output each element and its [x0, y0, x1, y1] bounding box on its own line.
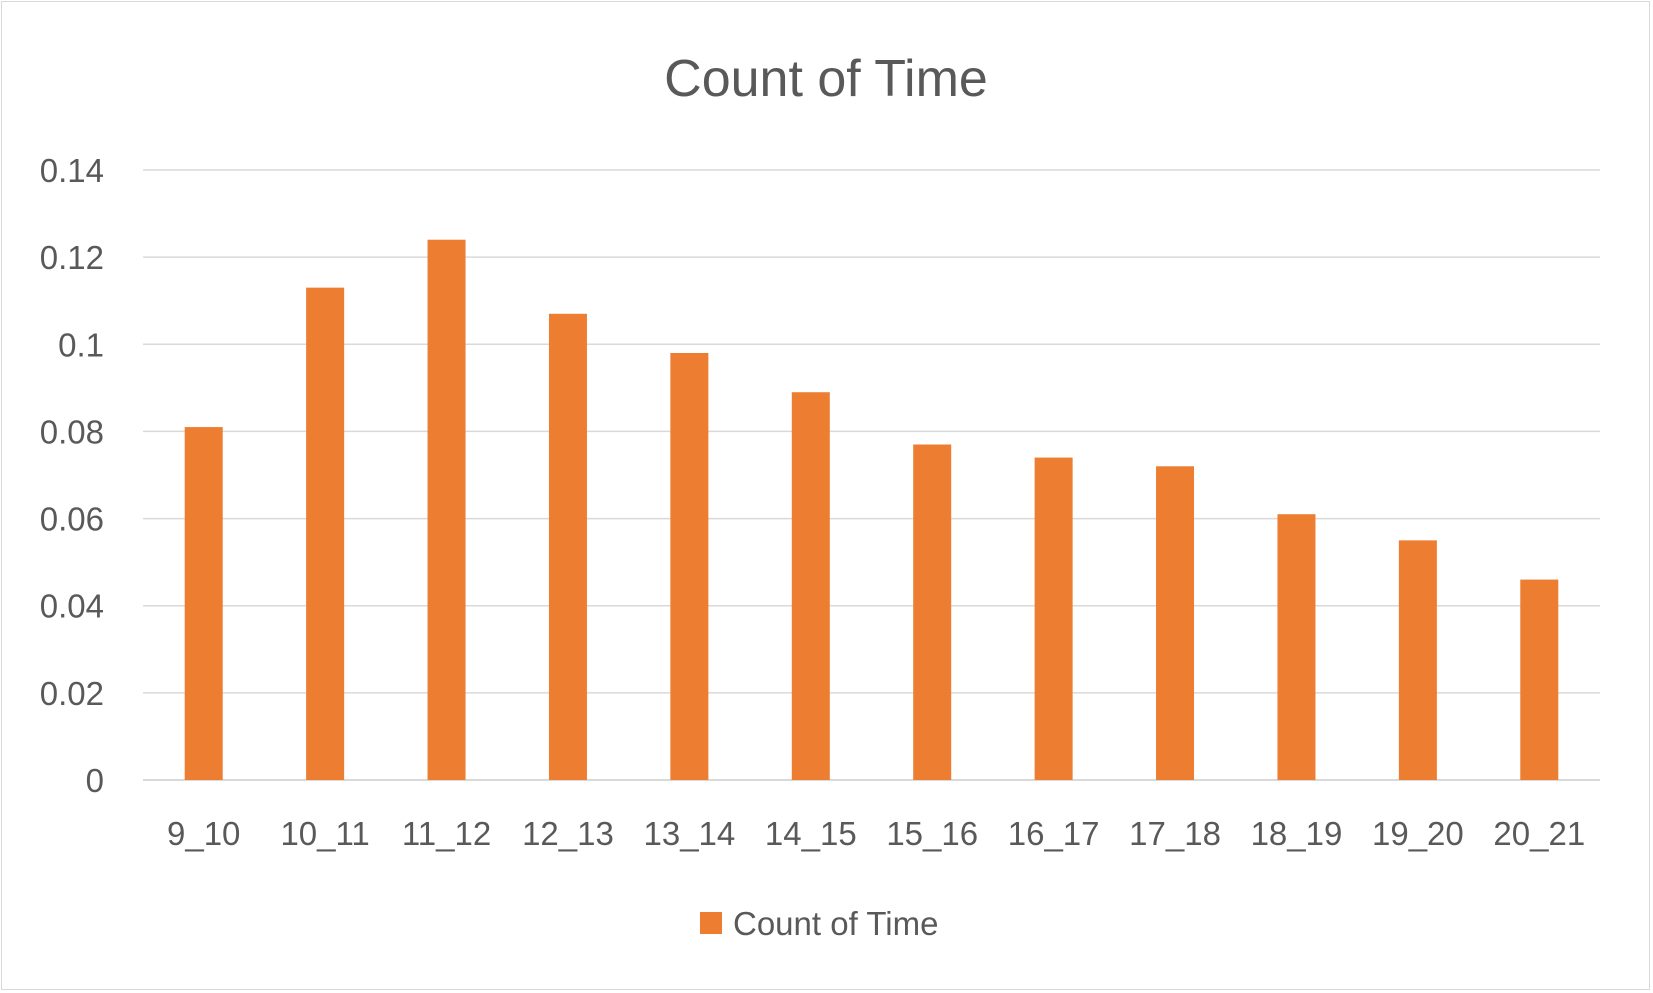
y-tick-label: 0.04: [40, 588, 104, 625]
x-tick-label: 16_17: [1008, 815, 1100, 852]
x-tick-label: 18_19: [1251, 815, 1343, 852]
x-tick-label: 19_20: [1372, 815, 1464, 852]
y-tick-label: 0.12: [40, 239, 104, 276]
x-tick-label: 12_13: [522, 815, 614, 852]
bar-16_17: [1034, 457, 1073, 780]
y-tick-label: 0.06: [40, 501, 104, 538]
y-tick-label: 0: [86, 762, 104, 799]
x-tick-label: 10_11: [280, 815, 369, 852]
bar-11_12: [427, 239, 466, 780]
x-tick-label: 11_12: [402, 815, 491, 852]
x-tick-label: 14_15: [765, 815, 857, 852]
bar-15_16: [913, 444, 952, 780]
bar-13_14: [670, 353, 709, 780]
x-tick-label: 15_16: [886, 815, 978, 852]
bar-10_11: [306, 287, 345, 780]
bar-20_21: [1520, 579, 1559, 780]
chart-title: Count of Time: [664, 50, 988, 108]
bar-17_18: [1156, 466, 1195, 780]
x-tick-label: 13_14: [643, 815, 735, 852]
bar-14_15: [791, 392, 830, 780]
y-tick-label: 0.02: [40, 675, 104, 712]
x-tick-label: 17_18: [1129, 815, 1221, 852]
legend: Count of Time: [700, 905, 938, 942]
y-axis-ticks: 0 0.02 0.04 0.06 0.08 0.1 0.12 0.14: [40, 152, 104, 799]
x-tick-label: 20_21: [1493, 815, 1585, 852]
y-tick-label: 0.1: [58, 326, 104, 363]
bars: [184, 239, 1559, 780]
x-axis-ticks: 9_10 10_11 11_12 12_13 13_14 14_15 15_16 16_17 1…: [167, 815, 1585, 852]
bar-19_20: [1398, 540, 1437, 780]
legend-swatch: [700, 912, 722, 934]
gridlines: [143, 169, 1600, 781]
legend-label: Count of Time: [733, 905, 938, 942]
bar-9_10: [184, 427, 223, 780]
bar-12_13: [548, 313, 587, 780]
bar-18_19: [1277, 514, 1316, 780]
x-tick-label: 9_10: [167, 815, 240, 852]
y-tick-label: 0.14: [40, 152, 104, 189]
y-tick-label: 0.08: [40, 413, 104, 450]
